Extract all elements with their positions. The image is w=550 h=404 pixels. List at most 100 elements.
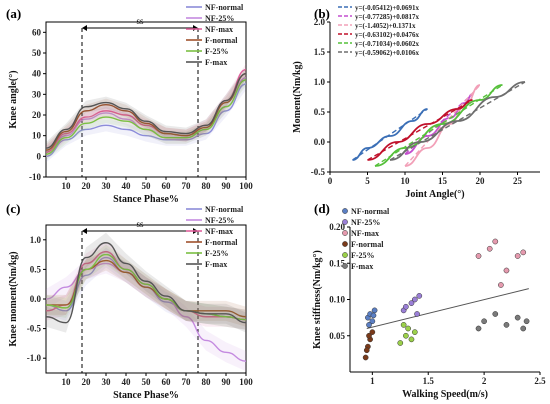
data-point bbox=[514, 314, 521, 321]
fit-line bbox=[352, 108, 428, 161]
legend-label: F-25% bbox=[351, 251, 375, 260]
x-tick-label: 5 bbox=[365, 176, 370, 186]
x-axis-label: Stance Phase% bbox=[113, 194, 179, 205]
x-tick-label: 20 bbox=[82, 181, 92, 191]
std-band bbox=[46, 253, 246, 372]
data-point bbox=[520, 249, 527, 256]
y-tick-label: 0.0 bbox=[30, 294, 42, 304]
legend-marker bbox=[342, 263, 348, 269]
y-axis-label: Knee angle(°) bbox=[8, 70, 19, 128]
y-tick-label: 20 bbox=[32, 110, 42, 120]
data-point bbox=[366, 332, 372, 339]
data-point bbox=[369, 329, 376, 335]
legend-label: y=(-0.63102)+0.0476x bbox=[355, 31, 419, 39]
x-tick-label: 1 bbox=[370, 376, 375, 386]
legend-label: y=(-0.05412)+0.0691x bbox=[355, 4, 419, 12]
data-point bbox=[414, 311, 420, 317]
y-tick-label: 0.05 bbox=[329, 331, 345, 341]
x-tick-label: 90 bbox=[222, 181, 232, 191]
std-band bbox=[46, 71, 246, 159]
data-point bbox=[408, 300, 415, 306]
y-tick-label: 0 bbox=[37, 151, 42, 161]
y-tick-label: 1.5 bbox=[314, 47, 326, 57]
panel-label: (d) bbox=[314, 201, 330, 216]
series-line bbox=[45, 79, 247, 155]
panel-label: (c) bbox=[6, 201, 20, 216]
legend-label: NF-normal bbox=[205, 3, 244, 12]
y-tick-label: 1.0 bbox=[314, 77, 326, 87]
legend-label: F-25% bbox=[205, 249, 229, 258]
x-tick-label: 60 bbox=[162, 377, 172, 387]
legend-label: y=(-0.77285)+0.0817x bbox=[355, 13, 419, 21]
legend-label: F-normal bbox=[351, 240, 384, 249]
x-tick-label: 90 bbox=[222, 377, 232, 387]
x-tick-label: 30 bbox=[102, 181, 112, 191]
data-point bbox=[492, 311, 499, 317]
y-tick-label: 0.5 bbox=[30, 264, 42, 274]
data-point bbox=[411, 296, 418, 303]
legend-marker bbox=[342, 219, 348, 225]
panel-1: (a) 10 20 30 40 50 60 70 80 90 100 -10 0 10 20 30 40 50 60… bbox=[6, 3, 253, 205]
legend-label: y=(-0.59062)+0.0106x bbox=[355, 49, 419, 57]
data-point bbox=[520, 325, 527, 332]
std-band bbox=[46, 247, 246, 330]
x-tick-label: 70 bbox=[182, 377, 192, 387]
data-point bbox=[481, 318, 487, 325]
legend-marker bbox=[342, 241, 348, 247]
legend-label: y=(-1.4052)+0.1371x bbox=[355, 22, 416, 30]
data-point bbox=[498, 282, 504, 288]
legend-label: F-max bbox=[205, 260, 227, 269]
ss-arrow-left-head bbox=[82, 228, 87, 234]
x-tick-label: 40 bbox=[122, 181, 132, 191]
data-point bbox=[371, 307, 378, 314]
data-point bbox=[416, 293, 423, 299]
fit-line bbox=[389, 81, 526, 161]
x-axis-label: Stance Phase% bbox=[113, 390, 179, 401]
x-tick-label: 70 bbox=[182, 181, 192, 191]
legend-marker bbox=[342, 230, 348, 236]
x-tick-label: 1.5 bbox=[423, 376, 435, 386]
y-tick-label: 60 bbox=[32, 27, 42, 37]
legend-label: F-max bbox=[205, 58, 227, 67]
data-point bbox=[403, 303, 409, 310]
fit-line bbox=[404, 93, 473, 155]
data-point bbox=[503, 267, 510, 274]
y-tick-label: 40 bbox=[32, 69, 42, 79]
y-tick-label: 30 bbox=[32, 89, 42, 99]
legend-label: NF-normal bbox=[351, 207, 390, 216]
y-tick-label: 1.0 bbox=[30, 235, 42, 245]
legend-label: NF-25% bbox=[205, 216, 234, 225]
x-tick-label: 10 bbox=[62, 377, 72, 387]
legend-label: F-normal bbox=[205, 238, 238, 247]
data-point bbox=[523, 318, 530, 325]
y-tick-label: 0.10 bbox=[329, 295, 345, 305]
x-tick-label: 10 bbox=[401, 176, 411, 186]
std-band bbox=[46, 67, 246, 155]
ss-label: ss bbox=[136, 219, 144, 229]
legend-label: NF-25% bbox=[351, 218, 380, 227]
legend-label: F-25% bbox=[205, 47, 229, 56]
series-line bbox=[45, 242, 247, 324]
series-line bbox=[367, 99, 473, 161]
std-band bbox=[46, 232, 246, 333]
data-point bbox=[363, 347, 370, 354]
data-point bbox=[514, 253, 521, 259]
std-band bbox=[46, 250, 246, 327]
series-line bbox=[404, 84, 481, 167]
y-tick-label: 10 bbox=[32, 131, 42, 141]
data-point bbox=[503, 322, 510, 328]
data-point bbox=[408, 336, 415, 343]
legend-marker bbox=[342, 252, 348, 258]
series-line bbox=[374, 84, 503, 167]
x-tick-label: 80 bbox=[202, 181, 212, 191]
legend-label: NF-max bbox=[205, 25, 233, 34]
legend-label: y=(-0.71034)+0.0602x bbox=[355, 40, 419, 48]
ss-label: ss bbox=[136, 16, 144, 26]
legend-label: F-max bbox=[351, 262, 373, 271]
x-tick-label: 50 bbox=[142, 181, 152, 191]
y-tick-label: 0.5 bbox=[314, 107, 326, 117]
legend-label: NF-max bbox=[351, 229, 379, 238]
series-line bbox=[45, 72, 247, 151]
